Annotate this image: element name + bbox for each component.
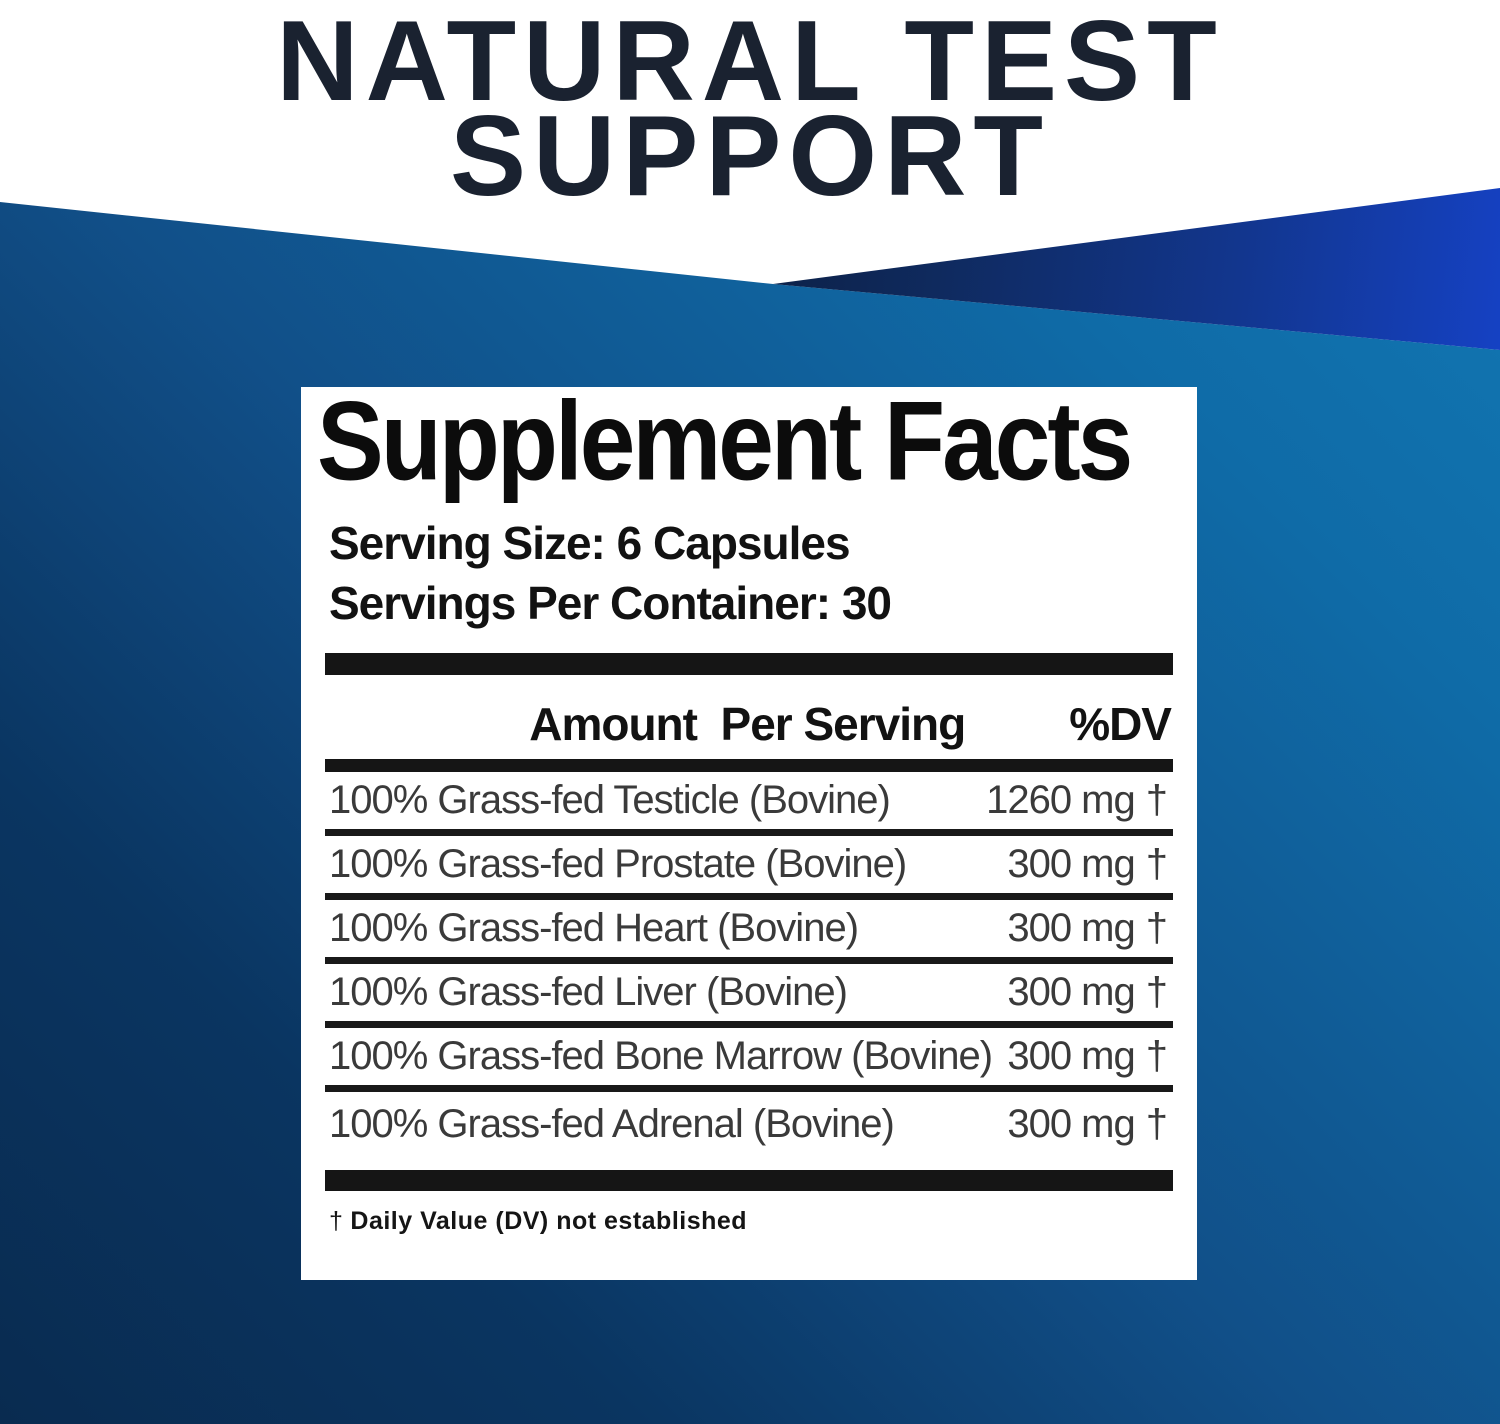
dagger-symbol: † — [1145, 970, 1168, 1014]
ingredient-list: 100% Grass-fed Testicle (Bovine) 1260 mg… — [325, 772, 1173, 1156]
table-top-bar — [325, 653, 1173, 675]
ingredient-amount: 300 mg † — [1007, 1034, 1169, 1079]
ingredient-amount: 300 mg † — [1007, 842, 1169, 887]
amount-value: 300 mg — [1007, 1101, 1135, 1146]
hero-title: NATURAL TEST SUPPORT — [0, 0, 1500, 220]
table-row: 100% Grass-fed Adrenal (Bovine) 300 mg † — [325, 1092, 1173, 1156]
table-row: 100% Grass-fed Prostate (Bovine) 300 mg † — [325, 836, 1173, 900]
ingredient-name: 100% Grass-fed Adrenal (Bovine) — [329, 1101, 895, 1146]
ingredient-amount: 300 mg † — [1007, 906, 1169, 951]
table-row: 100% Grass-fed Liver (Bovine) 300 mg † — [325, 964, 1173, 1028]
table-row: 100% Grass-fed Heart (Bovine) 300 mg † — [325, 900, 1173, 964]
ingredient-amount: 300 mg † — [1007, 1102, 1169, 1147]
footnote: † Daily Value (DV) not established — [329, 1207, 1173, 1236]
percent-dv-header: %DV — [1069, 698, 1172, 750]
ingredient-name: 100% Grass-fed Liver (Bovine) — [329, 970, 848, 1014]
ingredient-amount: 1260 mg † — [986, 778, 1169, 823]
servings-per-container-line: Servings Per Container: 30 — [329, 577, 892, 629]
ingredient-name: 100% Grass-fed Prostate (Bovine) — [329, 842, 907, 886]
amount-value: 300 mg — [1007, 1034, 1135, 1078]
footnote-dagger-symbol: † — [329, 1207, 344, 1235]
ingredient-amount: 300 mg † — [1007, 970, 1169, 1015]
amount-value: 1260 mg — [986, 778, 1136, 822]
ingredient-name: 100% Grass-fed Testicle (Bovine) — [329, 778, 891, 822]
amount-value: 300 mg — [1007, 970, 1135, 1014]
dagger-symbol: † — [1145, 906, 1168, 950]
hero-title-line2: SUPPORT — [449, 93, 1051, 220]
ingredient-name: 100% Grass-fed Heart (Bovine) — [329, 906, 859, 950]
supplement-facts-title: Supplement Facts — [317, 378, 1133, 504]
table-bottom-bar — [325, 1170, 1173, 1191]
serving-info: Serving Size: 6 Capsules Servings Per Co… — [329, 513, 1173, 633]
amount-value: 300 mg — [1007, 906, 1135, 950]
dagger-symbol: † — [1145, 1101, 1168, 1146]
dagger-symbol: † — [1145, 778, 1168, 822]
amount-value: 300 mg — [1007, 842, 1135, 886]
hero-title-line1: NATURAL TEST — [276, 0, 1224, 125]
table-row: 100% Grass-fed Bone Marrow (Bovine) 300 … — [325, 1028, 1173, 1092]
serving-size-line: Serving Size: 6 Capsules — [329, 517, 851, 569]
table-column-header: Amount Per Serving %DV — [325, 675, 1173, 750]
header-divider-bar — [325, 759, 1173, 772]
table-row: 100% Grass-fed Testicle (Bovine) 1260 mg… — [325, 772, 1173, 836]
dagger-symbol: † — [1145, 1034, 1168, 1078]
footnote-text: Daily Value (DV) not established — [350, 1207, 748, 1235]
ingredient-name: 100% Grass-fed Bone Marrow (Bovine) — [329, 1034, 993, 1078]
dagger-symbol: † — [1145, 842, 1168, 886]
amount-per-serving-header: Amount Per Serving — [529, 698, 966, 750]
supplement-facts-panel: Supplement Facts Serving Size: 6 Capsule… — [301, 383, 1197, 1280]
